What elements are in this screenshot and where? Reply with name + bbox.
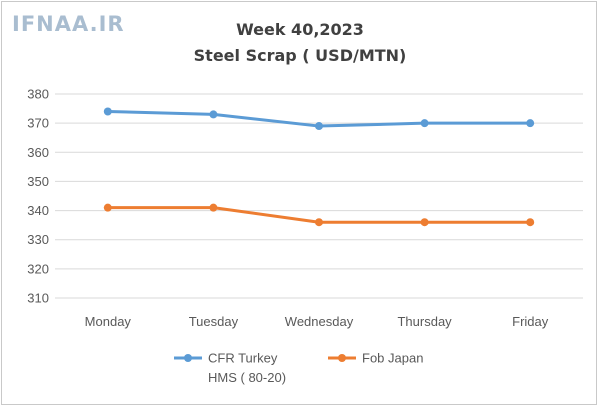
data-point: [103, 203, 112, 212]
legend-swatch-marker: [184, 354, 192, 362]
y-tick-label: 370: [27, 116, 49, 131]
chart-title: Week 40,2023: [236, 20, 364, 39]
y-tick-label: 310: [27, 291, 49, 306]
legend-swatch-marker: [338, 354, 346, 362]
data-point: [526, 218, 535, 227]
chart-subtitle: Steel Scrap ( USD/MTN): [193, 46, 407, 65]
data-point: [526, 119, 535, 128]
watermark-logo: IFNAA.IR: [12, 12, 125, 36]
data-point: [209, 203, 218, 212]
legend-item: CFR Turkey HMS ( 80-20): [174, 351, 286, 385]
legend: CFR Turkey HMS ( 80-20) Fob Japan: [174, 351, 423, 385]
series-2: [103, 203, 535, 227]
x-tick-label: Thursday: [397, 314, 452, 329]
x-axis-ticks: Monday Tuesday Wednesday Thursday Friday: [85, 314, 549, 329]
series-1: [103, 107, 535, 131]
series-lines: [103, 107, 535, 227]
legend-item: Fob Japan: [328, 351, 423, 366]
data-point: [420, 218, 429, 227]
x-tick-label: Tuesday: [189, 314, 239, 329]
legend-label-line2: HMS ( 80-20): [208, 370, 286, 385]
x-tick-label: Wednesday: [285, 314, 354, 329]
y-tick-label: 350: [27, 174, 49, 189]
legend-label: CFR Turkey: [208, 351, 278, 366]
y-tick-label: 330: [27, 232, 49, 247]
data-point: [315, 122, 323, 131]
data-point: [209, 110, 218, 119]
y-axis-ticks: 380 370 360 350 340 330 320 310: [27, 87, 49, 306]
data-point: [315, 218, 323, 227]
data-point: [420, 119, 429, 128]
y-tick-label: 320: [27, 261, 49, 276]
y-tick-label: 340: [27, 203, 49, 218]
x-tick-label: Monday: [85, 314, 132, 329]
y-tick-label: 360: [27, 145, 49, 160]
y-tick-label: 380: [27, 87, 49, 102]
x-tick-label: Friday: [512, 314, 549, 329]
data-point: [103, 107, 112, 116]
legend-label: Fob Japan: [362, 351, 423, 366]
